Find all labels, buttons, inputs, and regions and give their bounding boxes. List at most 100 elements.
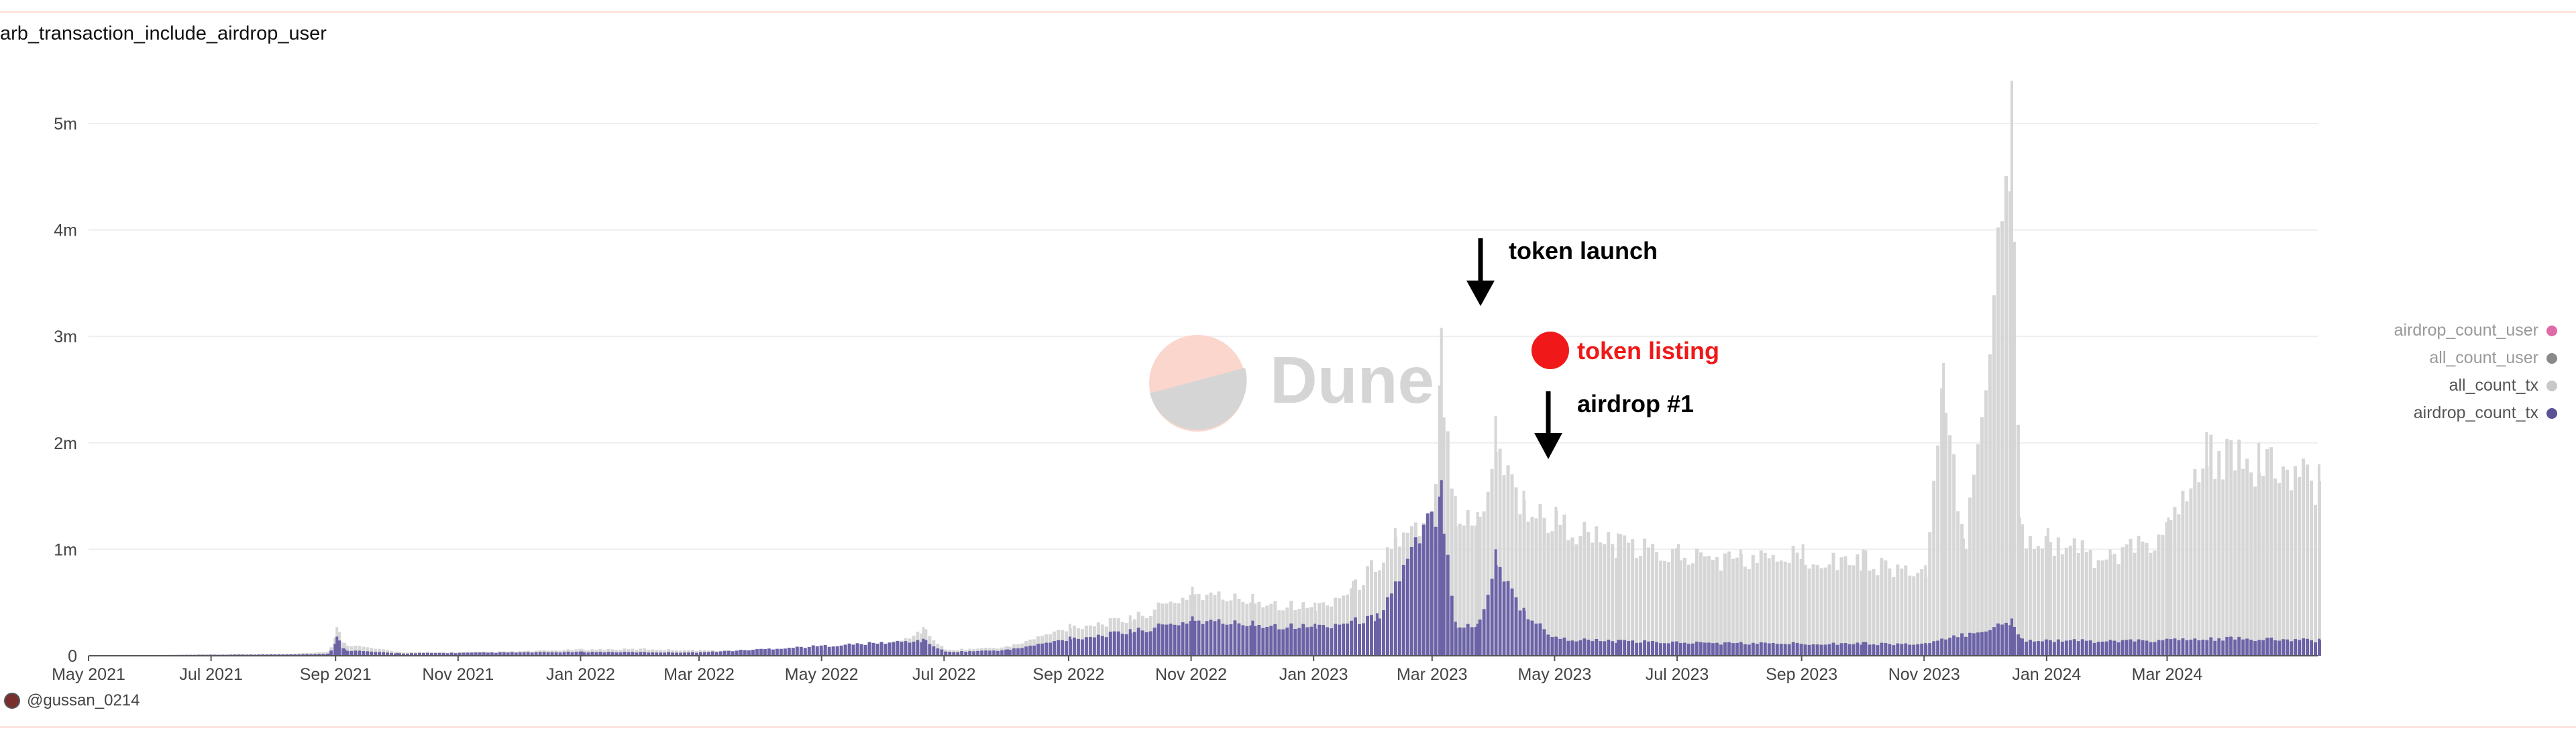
bar [1856, 642, 1860, 656]
bar [1169, 624, 1173, 656]
bar [904, 641, 908, 656]
bar [2040, 548, 2044, 656]
bar [1763, 642, 1767, 656]
bar [2302, 458, 2306, 656]
bar [1566, 640, 1570, 656]
bar [1574, 544, 1578, 656]
bar [482, 652, 486, 656]
bar [1084, 637, 1088, 656]
bar [1450, 488, 1454, 656]
bar [1607, 640, 1611, 656]
bar [2064, 640, 2068, 656]
bar [1815, 644, 1819, 656]
bar [1627, 542, 1631, 656]
bar [433, 653, 437, 656]
bar [1599, 641, 1603, 656]
bar-peak [1352, 581, 1355, 656]
bar [2233, 470, 2237, 656]
bar [1779, 644, 1783, 656]
bar-peak [2108, 549, 2112, 656]
bar [1731, 558, 1735, 656]
bar [1892, 645, 1896, 656]
bar [1719, 644, 1723, 656]
bar [2209, 434, 2213, 656]
bar [429, 652, 433, 656]
bar [1980, 632, 1984, 656]
bar [362, 651, 366, 656]
bar [1024, 646, 1028, 656]
bar [723, 650, 727, 656]
chart-title: arb_transaction_include_airdrop_user [0, 23, 327, 44]
bar [1735, 642, 1739, 656]
bar [1409, 546, 1413, 656]
legend-dot-icon [2546, 380, 2557, 391]
y-tick-label: 4m [54, 221, 77, 240]
bar [1996, 227, 2000, 656]
bar [2116, 642, 2121, 656]
bar [2310, 481, 2314, 656]
bar [1904, 565, 1908, 656]
bar [1381, 562, 1385, 656]
bar [916, 640, 920, 656]
bar-peak [1191, 616, 1194, 656]
bar [2048, 542, 2052, 656]
bar [735, 650, 739, 656]
bar [879, 642, 883, 656]
bar [1582, 522, 1587, 656]
bar [526, 652, 530, 656]
bar [691, 652, 695, 656]
bar [695, 652, 699, 656]
bar-peak [2018, 517, 2021, 656]
bar [445, 653, 449, 656]
bar [1040, 643, 1044, 656]
bar [1723, 642, 1727, 656]
bar [1205, 621, 1209, 656]
bar [2314, 504, 2318, 656]
bar [1104, 637, 1108, 656]
bar [1365, 566, 1369, 656]
bar [984, 650, 988, 656]
bar [1092, 637, 1096, 656]
legend-item-airdrop-count-tx[interactable]: airdrop_count_tx [2394, 399, 2557, 427]
bar [651, 652, 655, 656]
bar [2265, 449, 2269, 656]
bar [2294, 639, 2298, 656]
bar [1442, 534, 1446, 656]
bar [522, 652, 526, 656]
bar [1490, 579, 1494, 656]
bar [1530, 620, 1534, 656]
bar [2084, 640, 2088, 656]
airdrop-label: airdrop #1 [1577, 390, 1694, 417]
legend-item-airdrop-count-user[interactable]: airdrop_count_user [2394, 317, 2557, 344]
bar [1682, 642, 1686, 656]
bar [1201, 624, 1205, 656]
bar [787, 648, 791, 656]
bar [1888, 644, 1892, 656]
x-tick-label: Jan 2022 [546, 665, 615, 684]
bar [1595, 526, 1599, 656]
bar [2286, 469, 2290, 656]
bar [623, 651, 627, 656]
bar [1277, 629, 1281, 656]
bar [1526, 521, 1530, 656]
bar [1868, 571, 1872, 656]
bar [394, 653, 398, 656]
bar [912, 641, 916, 656]
legend-item-all-count-tx[interactable]: all_count_tx [2394, 372, 2557, 399]
bar [2137, 639, 2141, 656]
bar [2286, 639, 2290, 656]
bar [711, 651, 715, 656]
bar [1912, 644, 1916, 656]
bar [1450, 595, 1454, 656]
bar [1747, 644, 1751, 656]
bar [2153, 642, 2157, 656]
bar [2016, 424, 2020, 656]
bar [2249, 472, 2253, 656]
legend-item-all-count-user[interactable]: all_count_user [2394, 344, 2557, 372]
dune-watermark: Dune [1149, 335, 1434, 432]
bar [333, 644, 337, 656]
bar [1884, 643, 1888, 656]
bar [2213, 479, 2217, 656]
bar [2173, 507, 2177, 656]
author-credit[interactable]: @gussan_0214 [4, 691, 140, 710]
